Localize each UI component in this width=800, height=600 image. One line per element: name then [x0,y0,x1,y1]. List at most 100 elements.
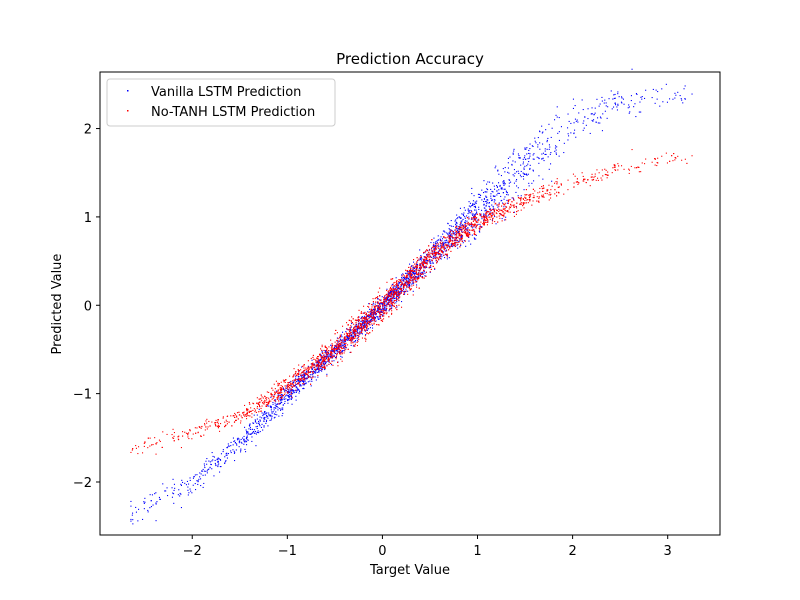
data-point [390,295,392,297]
data-point [491,199,493,201]
data-point [420,273,422,275]
data-point [353,329,355,331]
data-point [266,397,268,399]
data-point [263,417,265,419]
data-point [479,196,481,198]
data-point [276,414,278,416]
data-point [543,187,545,189]
data-point [407,274,409,276]
data-point [290,382,292,384]
data-point [275,407,277,409]
data-point [282,412,284,414]
data-point [499,184,501,186]
data-point [525,189,527,191]
data-point [460,243,462,245]
data-point [281,395,283,397]
data-point [304,374,306,376]
data-point [296,387,298,389]
data-point [560,183,562,185]
data-point [415,272,417,274]
data-point [364,311,366,313]
data-point [354,330,356,332]
data-point [389,288,391,290]
data-point [417,269,419,271]
data-point [238,446,240,448]
data-point [504,183,506,185]
data-point [206,422,208,424]
data-point [463,212,465,214]
data-point [353,341,355,343]
data-point [447,236,449,238]
data-point [334,347,336,349]
data-point [468,211,470,213]
data-point [404,283,406,285]
data-point [442,251,444,253]
data-point [438,254,440,256]
data-point [400,281,402,283]
data-point [525,174,527,176]
data-point [377,291,379,293]
data-point [246,414,248,416]
data-point [573,186,575,188]
data-point [435,245,437,247]
data-point [618,165,620,167]
data-point [357,335,359,337]
data-point [384,312,386,314]
data-point [411,275,413,277]
data-point [444,257,446,259]
data-point [572,98,574,100]
data-point [300,379,302,381]
data-point [262,402,264,404]
data-point [301,375,303,377]
data-point [466,220,468,222]
data-point [317,367,319,369]
data-point [386,281,388,283]
data-point [534,190,536,192]
data-point [432,253,434,255]
data-point [300,375,302,377]
data-point [280,409,282,411]
data-point [428,253,430,255]
data-point [489,208,491,210]
data-point [439,253,441,255]
data-point [155,443,157,445]
data-point [351,339,353,341]
data-point [487,199,489,201]
data-point [422,258,424,260]
data-point [301,365,303,367]
data-point [458,230,460,232]
data-point [241,442,243,444]
data-point [430,265,432,267]
data-point [354,326,356,328]
data-point [264,400,266,402]
data-point [362,316,364,318]
data-point [406,276,408,278]
data-point [266,391,268,393]
data-point [203,434,205,436]
data-point [377,318,379,320]
data-point [353,336,355,338]
data-point [629,111,631,113]
data-point [384,308,386,310]
data-point [469,229,471,231]
data-point [471,211,473,213]
data-point [528,185,530,187]
data-point [307,381,309,383]
data-point [487,220,489,222]
data-point [328,350,330,352]
data-point [360,330,362,332]
data-point [371,316,373,318]
data-point [447,223,449,225]
data-point [448,257,450,259]
data-point [310,383,312,385]
data-point [180,507,182,509]
data-point [505,216,507,218]
data-point [446,256,448,258]
data-point [150,506,152,508]
data-point [421,258,423,260]
data-point [456,239,458,241]
data-point [458,228,460,230]
data-point [479,193,481,195]
data-point [400,290,402,292]
data-point [421,263,423,265]
